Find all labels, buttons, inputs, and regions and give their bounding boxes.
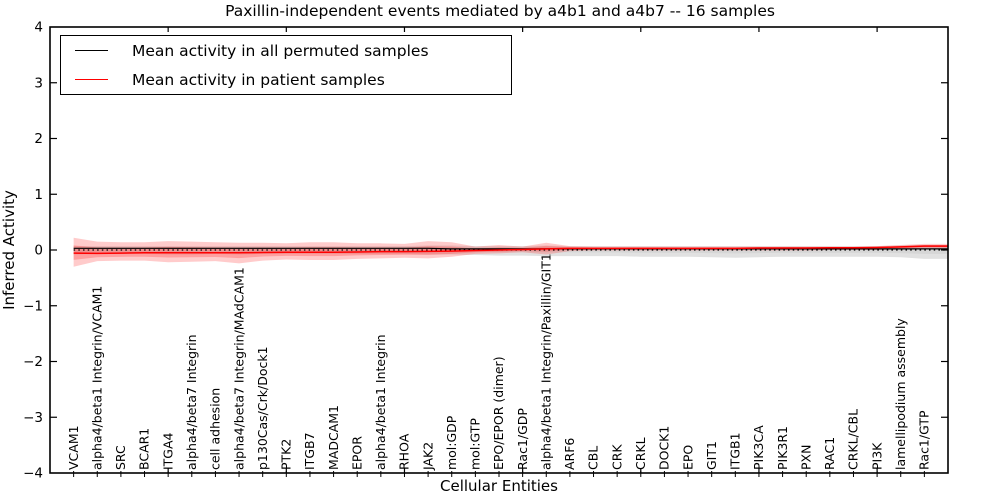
entity-label: ITGB1: [728, 432, 743, 470]
x-axis-label: Cellular Entities: [440, 477, 558, 495]
legend-label-patient: Mean activity in patient samples: [132, 70, 385, 89]
entity-label: PI3K: [869, 442, 884, 470]
entity-label: ITGB7: [302, 432, 317, 470]
permuted-line-sample: [75, 50, 108, 51]
legend-label-permuted: Mean activity in all permuted samples: [132, 41, 429, 60]
entity-label: Rac1/GTP: [917, 410, 932, 470]
y-tick-label: −2: [23, 354, 43, 370]
legend-entry-patient: Mean activity in patient samples: [61, 67, 511, 93]
entity-label: SRC: [113, 445, 128, 470]
patient-mean-line: [73, 245, 948, 255]
entity-label: VCAM1: [66, 425, 81, 470]
entity-label: ARF6: [562, 438, 577, 470]
entity-label: PTK2: [279, 439, 294, 470]
entity-label: alpha4/beta1 Integrin/Paxillin/GIT1: [538, 253, 553, 470]
entity-label: cell adhesion: [208, 388, 223, 470]
entity-label: mol:GTP: [468, 418, 483, 470]
entity-label: CBL: [586, 446, 601, 470]
entity-label: GIT1: [704, 441, 719, 470]
entity-label: CRKL: [633, 437, 648, 470]
y-tick-label: 4: [34, 20, 43, 36]
y-tick-label: −1: [23, 298, 43, 314]
entity-label: Rac1/GDP: [515, 408, 530, 470]
entity-label: PXN: [798, 445, 813, 470]
y-tick-label: 3: [34, 75, 43, 91]
entity-label: mol:GDP: [444, 415, 459, 470]
entity-label: RAC1: [822, 437, 837, 470]
entity-label: alpha4/beta1 Integrin: [373, 334, 388, 470]
entity-label: PIK3CA: [751, 425, 766, 470]
entity-label: lamellipodium assembly: [893, 318, 908, 470]
entity-label: PIK3R1: [775, 426, 790, 470]
entity-label: JAK2: [420, 442, 435, 471]
y-tick-label: −3: [23, 410, 43, 426]
entity-label: DOCK1: [657, 426, 672, 470]
entity-label: MADCAM1: [326, 405, 341, 470]
entity-label: BCAR1: [137, 428, 152, 470]
entity-label: alpha4/beta1 Integrin/VCAM1: [89, 286, 104, 470]
entity-label: EPOR: [349, 436, 364, 470]
entity-label: alpha4/beta7 Integrin/MAdCAM1: [231, 267, 246, 470]
legend-box: Mean activity in all permuted samples Me…: [60, 35, 512, 95]
entity-label: ITGA4: [160, 432, 175, 470]
confidence-band: [73, 237, 948, 267]
y-tick-label: 0: [34, 243, 43, 259]
y-tick-label: −4: [23, 466, 43, 482]
chart-title: Paxillin-independent events mediated by …: [225, 2, 775, 20]
entity-label: CRK: [609, 444, 624, 470]
y-tick-label: 2: [34, 131, 43, 147]
entity-label: EPO: [680, 445, 695, 470]
y-tick-label: 1: [34, 187, 43, 203]
legend-entry-permuted: Mean activity in all permuted samples: [61, 38, 511, 64]
entity-label: EPO/EPOR (dimer): [491, 356, 506, 470]
entity-label: CRKL/CBL: [846, 409, 861, 470]
patient-line-sample: [75, 79, 108, 80]
entity-label: RHOA: [397, 433, 412, 470]
entity-label: alpha4/beta7 Integrin: [184, 334, 199, 470]
permuted-mean-line: [73, 247, 948, 250]
entity-label: p130Cas/Crk/Dock1: [255, 346, 270, 470]
